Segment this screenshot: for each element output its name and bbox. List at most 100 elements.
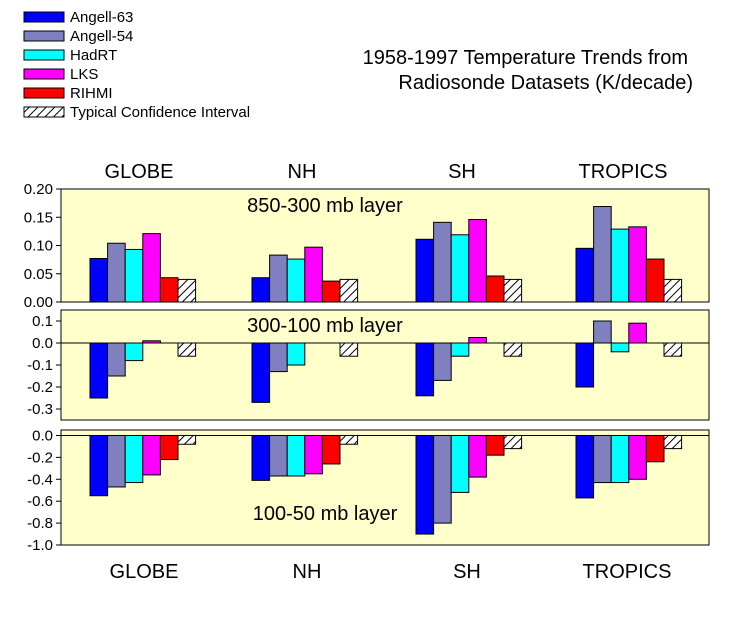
y-tick-label: 0.10 — [24, 238, 53, 255]
bar — [663, 434, 683, 450]
panel: 0.0 -0.2 -0.4 -0.6 -0.8 -1.0 100-50 mb layer — [27, 427, 710, 554]
y-tick-label: 0.05 — [24, 266, 53, 283]
y-tick-label: -0.6 — [27, 493, 53, 510]
y-tick-label: -0.2 — [27, 379, 53, 396]
bar — [503, 278, 523, 303]
bar — [269, 342, 288, 373]
legend-label: Typical Confidence Interval — [70, 104, 250, 121]
bar — [450, 234, 470, 303]
bar — [415, 434, 435, 535]
bottom-category-label: TROPICS — [583, 561, 672, 583]
legend-swatch — [23, 49, 65, 61]
y-tick-label: -0.1 — [27, 357, 53, 374]
legend-label: RIHMI — [70, 85, 113, 102]
bar — [575, 247, 595, 303]
bar — [575, 342, 595, 388]
legend-label: LKS — [70, 66, 98, 83]
bar — [89, 257, 109, 303]
bar — [177, 278, 197, 303]
bar — [468, 219, 487, 303]
y-tick-label: -0.3 — [27, 401, 53, 418]
bar — [575, 434, 595, 499]
bar — [124, 248, 144, 303]
top-category-label: GLOBE — [105, 161, 174, 183]
layer-label: 100-50 mb layer — [253, 503, 398, 525]
bar — [286, 342, 306, 366]
y-tick-label: 0.0 — [32, 427, 53, 444]
bar — [645, 434, 665, 463]
bar — [433, 434, 452, 524]
bar — [503, 434, 523, 450]
panel: 0.20 0.15 0.10 0.05 0.00 850-300 mb layer — [24, 181, 710, 311]
bottom-category-labels: GLOBE NH SH TROPICS — [110, 561, 672, 583]
y-tick-label: 0.20 — [24, 181, 53, 198]
bar — [304, 246, 323, 303]
bar — [339, 434, 359, 445]
legend-swatch — [23, 87, 65, 99]
bar — [321, 280, 341, 303]
legend-label: Angell-54 — [70, 28, 133, 45]
bar — [304, 434, 323, 475]
chart-title: 1958-1997 Temperature Trends from Radioso… — [363, 47, 693, 94]
bar — [177, 342, 197, 357]
bar — [628, 434, 647, 480]
chart-title-line: Radiosonde Datasets (K/decade) — [398, 72, 693, 94]
top-category-label: TROPICS — [579, 161, 668, 183]
bar — [610, 342, 630, 353]
bar — [89, 434, 109, 497]
legend-label: Angell-63 — [70, 9, 133, 26]
bar — [339, 342, 359, 357]
bar — [107, 242, 126, 303]
y-tick-label: 0.1 — [32, 313, 53, 330]
top-category-label: NH — [288, 161, 317, 183]
bar — [124, 342, 144, 362]
chart-title-line: 1958-1997 Temperature Trends from — [363, 47, 688, 69]
bar — [142, 340, 161, 344]
legend-swatch — [23, 30, 65, 42]
bar — [450, 342, 470, 357]
bar — [433, 342, 452, 381]
bar — [251, 277, 271, 303]
bar — [89, 342, 109, 399]
bar — [339, 278, 359, 303]
bar — [610, 434, 630, 484]
bottom-category-label: GLOBE — [110, 561, 179, 583]
bar — [610, 228, 630, 303]
bar — [321, 434, 341, 465]
layer-label: 300-100 mb layer — [247, 315, 403, 337]
bottom-category-label: NH — [293, 561, 322, 583]
layer-label: 850-300 mb layer — [247, 195, 403, 217]
top-category-label: SH — [448, 161, 476, 183]
bar — [593, 320, 612, 344]
legend: Angell-63 Angell-54 HadRT LKS RIHMI Typical C… — [23, 9, 250, 121]
bar — [107, 434, 126, 488]
bar — [468, 434, 487, 478]
bar — [269, 434, 288, 477]
bar — [628, 226, 647, 303]
y-tick-label: -0.2 — [27, 449, 53, 466]
bar — [286, 434, 306, 477]
bar — [142, 233, 161, 303]
bar — [415, 342, 435, 397]
y-tick-label: -0.4 — [27, 471, 53, 488]
bar — [177, 434, 197, 445]
panel: 0.1 0.0 -0.1 -0.2 -0.3 300-100 mb layer — [27, 309, 710, 421]
y-tick-label: 0.00 — [24, 294, 53, 311]
bar — [663, 342, 683, 357]
bar — [159, 277, 179, 303]
bar — [593, 206, 612, 303]
top-category-labels: GLOBE NH SH TROPICS — [105, 161, 668, 183]
legend-swatch — [23, 11, 65, 23]
y-tick-label: 0.0 — [32, 335, 53, 352]
bar — [251, 434, 271, 481]
legend-label: HadRT — [70, 47, 117, 64]
bar — [645, 258, 665, 303]
bar — [485, 434, 505, 456]
bar — [251, 342, 271, 403]
bar — [269, 254, 288, 303]
y-tick-label: -0.8 — [27, 515, 53, 532]
bar — [503, 342, 523, 357]
bar — [663, 278, 683, 303]
